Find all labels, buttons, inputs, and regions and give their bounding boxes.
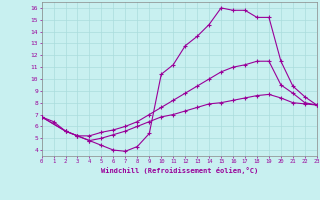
X-axis label: Windchill (Refroidissement éolien,°C): Windchill (Refroidissement éolien,°C) (100, 167, 258, 174)
